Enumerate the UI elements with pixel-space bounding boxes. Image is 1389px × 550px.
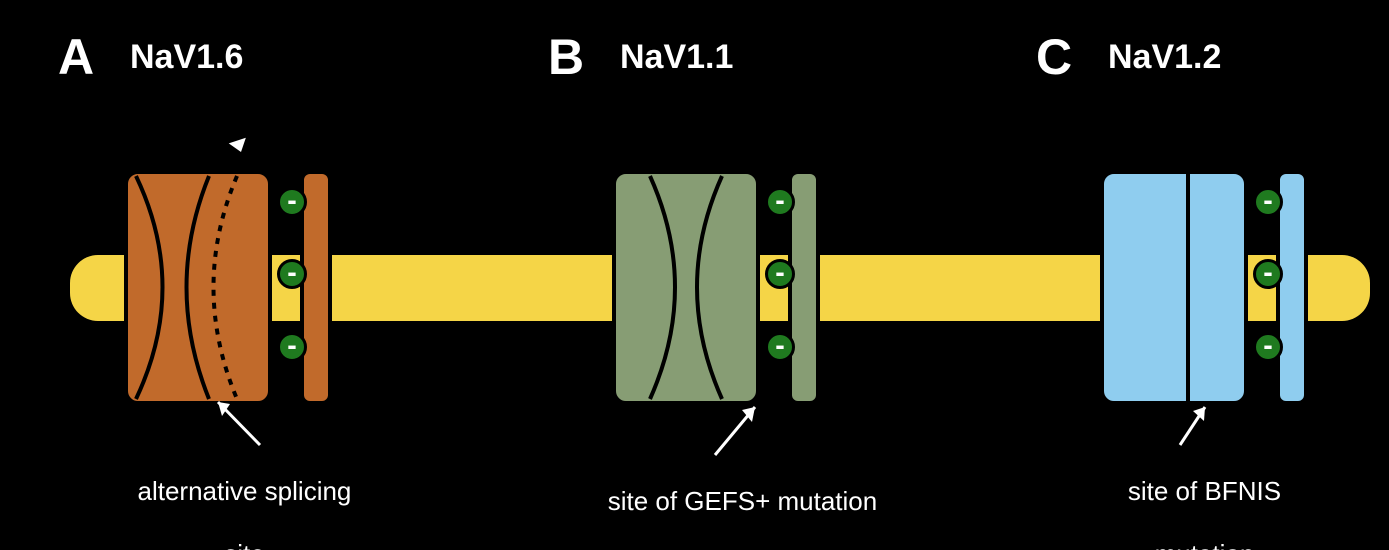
channel-icon: - — [1253, 259, 1283, 289]
module-a-label-line2: site — [224, 539, 264, 550]
module-c-label: site of BFNIS mutation — [1070, 445, 1310, 550]
channel-symbol: - — [280, 332, 304, 361]
channel-icon: - — [1253, 332, 1283, 362]
module-c-box — [1100, 170, 1248, 405]
title-b-sub: NaV1.1 — [620, 38, 733, 77]
title-b-sub-text: NaV1.1 — [620, 38, 733, 76]
title-c-letter-text: C — [1036, 29, 1072, 85]
title-a-sub-text: NaV1.6 — [130, 38, 243, 76]
channel-symbol: - — [768, 332, 792, 361]
channel-symbol: - — [1256, 332, 1280, 361]
title-c-sub: NaV1.2 — [1108, 38, 1221, 77]
channel-icon: - — [277, 332, 307, 362]
channel-symbol: - — [280, 259, 304, 288]
title-b-letter: B — [548, 28, 584, 86]
module-b-label-text: site of GEFS+ mutation — [608, 486, 878, 516]
module-a-label: alternative splicing site — [100, 445, 360, 550]
title-c-sub-text: NaV1.2 — [1108, 38, 1221, 76]
channel-symbol: - — [1256, 187, 1280, 216]
module-b-label: site of GEFS+ mutation — [558, 455, 898, 549]
channel-icon: - — [765, 259, 795, 289]
channel-icon: - — [765, 332, 795, 362]
module-c-label-line1: site of BFNIS — [1128, 476, 1281, 506]
title-a-letter-text: A — [58, 29, 94, 85]
channel-symbol: - — [768, 187, 792, 216]
channel-symbol: - — [280, 187, 304, 216]
module-c-label-line2: mutation — [1155, 539, 1255, 550]
title-a-sub: NaV1.6 — [130, 38, 243, 77]
module-a-label-line1: alternative splicing — [138, 476, 352, 506]
channel-icon: - — [277, 187, 307, 217]
title-b-letter-text: B — [548, 29, 584, 85]
title-c-letter: C — [1036, 28, 1072, 86]
channel-icon: - — [1253, 187, 1283, 217]
module-a-box — [124, 170, 272, 405]
channel-symbol: - — [768, 259, 792, 288]
diagram-canvas: A NaV1.6 - - - alternative splicing site… — [0, 0, 1389, 550]
module-a-pointer-icon — [229, 138, 254, 166]
channel-icon: - — [765, 187, 795, 217]
title-a-letter: A — [58, 28, 94, 86]
module-b-box — [612, 170, 760, 405]
channel-icon: - — [277, 259, 307, 289]
channel-symbol: - — [1256, 259, 1280, 288]
